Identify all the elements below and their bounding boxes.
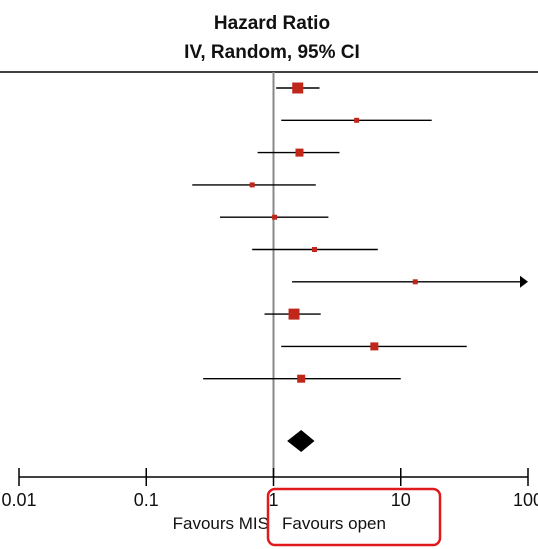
study-ci-arrow <box>520 275 528 288</box>
study-marker <box>412 279 418 285</box>
study-marker <box>272 214 278 220</box>
study-marker <box>312 247 318 252</box>
study-marker <box>292 82 304 94</box>
study-ci-lines <box>192 87 528 380</box>
study-marker <box>370 342 379 351</box>
study-marker <box>288 308 300 320</box>
x-tick-label: 0.01 <box>1 490 36 510</box>
pooled-diamond <box>287 430 315 452</box>
study-marker <box>295 148 304 157</box>
favours-left-label: Favours MIS <box>173 514 269 533</box>
pooled-estimate <box>287 430 315 452</box>
study-markers <box>249 82 418 383</box>
header-subtitle: IV, Random, 95% CI <box>184 42 360 63</box>
favours-right-label: Favours open <box>282 514 386 533</box>
study-marker <box>249 182 255 188</box>
highlight-box <box>266 487 442 547</box>
x-tick-label: 10 <box>391 490 411 510</box>
x-tick-label: 1 <box>268 490 278 510</box>
x-tick-label: 0.1 <box>134 490 159 510</box>
study-marker <box>354 117 360 123</box>
header-title: Hazard Ratio <box>214 13 330 34</box>
x-axis: 0.01 0.1 1 10 100 <box>1 468 538 510</box>
study-marker <box>297 374 306 383</box>
x-tick-label: 100 <box>513 490 538 510</box>
